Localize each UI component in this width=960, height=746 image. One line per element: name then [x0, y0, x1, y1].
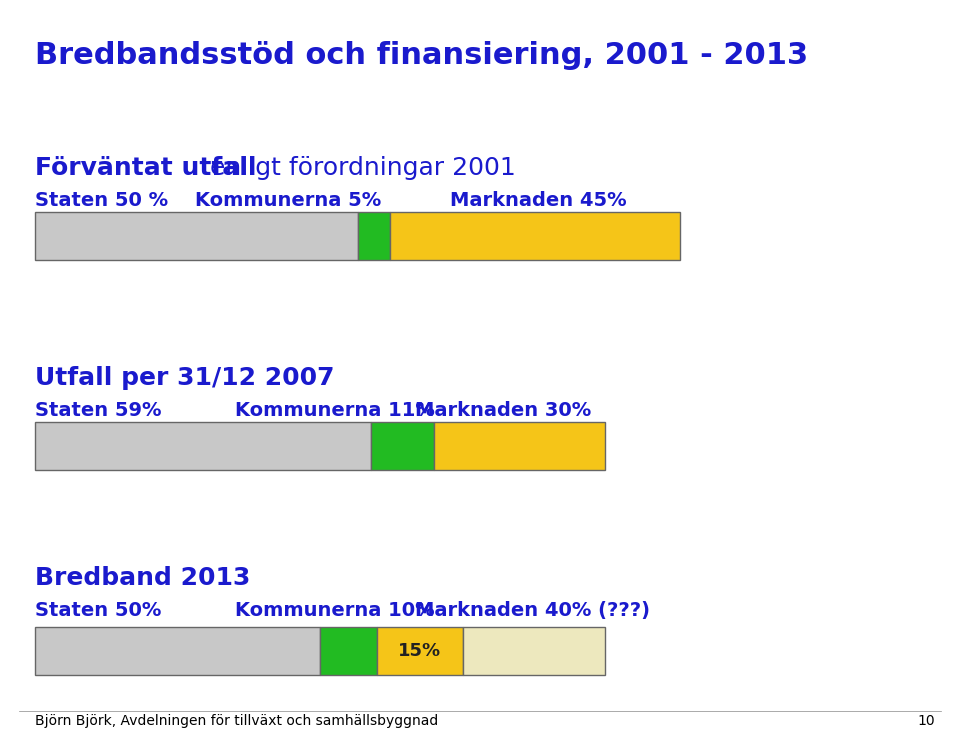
Bar: [377, 627, 463, 675]
Text: Staten 59%: Staten 59%: [35, 401, 161, 420]
Bar: [390, 212, 680, 260]
Text: Kommunerna 5%: Kommunerna 5%: [195, 191, 381, 210]
Text: Bredbandsstöd och finansiering, 2001 - 2013: Bredbandsstöd och finansiering, 2001 - 2…: [35, 41, 808, 70]
Text: Kommunerna 11%: Kommunerna 11%: [235, 401, 435, 420]
Text: Marknaden 40% (???): Marknaden 40% (???): [415, 601, 650, 620]
Bar: [320, 627, 377, 675]
Bar: [35, 422, 372, 470]
Bar: [463, 627, 605, 675]
Bar: [372, 422, 434, 470]
Bar: [35, 627, 320, 675]
Text: Marknaden 45%: Marknaden 45%: [450, 191, 627, 210]
Text: Kommunerna 10%: Kommunerna 10%: [235, 601, 435, 620]
Text: 10: 10: [918, 714, 935, 728]
Bar: [434, 422, 605, 470]
Bar: [35, 212, 357, 260]
Text: Staten 50%: Staten 50%: [35, 601, 161, 620]
Text: enligt förordningar 2001: enligt förordningar 2001: [202, 156, 516, 180]
Text: Staten 50 %: Staten 50 %: [35, 191, 168, 210]
Text: Bredband 2013: Bredband 2013: [35, 566, 251, 590]
Bar: [357, 212, 390, 260]
Text: 15%: 15%: [398, 642, 442, 660]
Text: Björn Björk, Avdelningen för tillväxt och samhällsbyggnad: Björn Björk, Avdelningen för tillväxt oc…: [35, 714, 439, 728]
Text: Utfall per 31/12 2007: Utfall per 31/12 2007: [35, 366, 334, 390]
Text: Förväntat utfall: Förväntat utfall: [35, 156, 256, 180]
Text: Marknaden 30%: Marknaden 30%: [415, 401, 591, 420]
